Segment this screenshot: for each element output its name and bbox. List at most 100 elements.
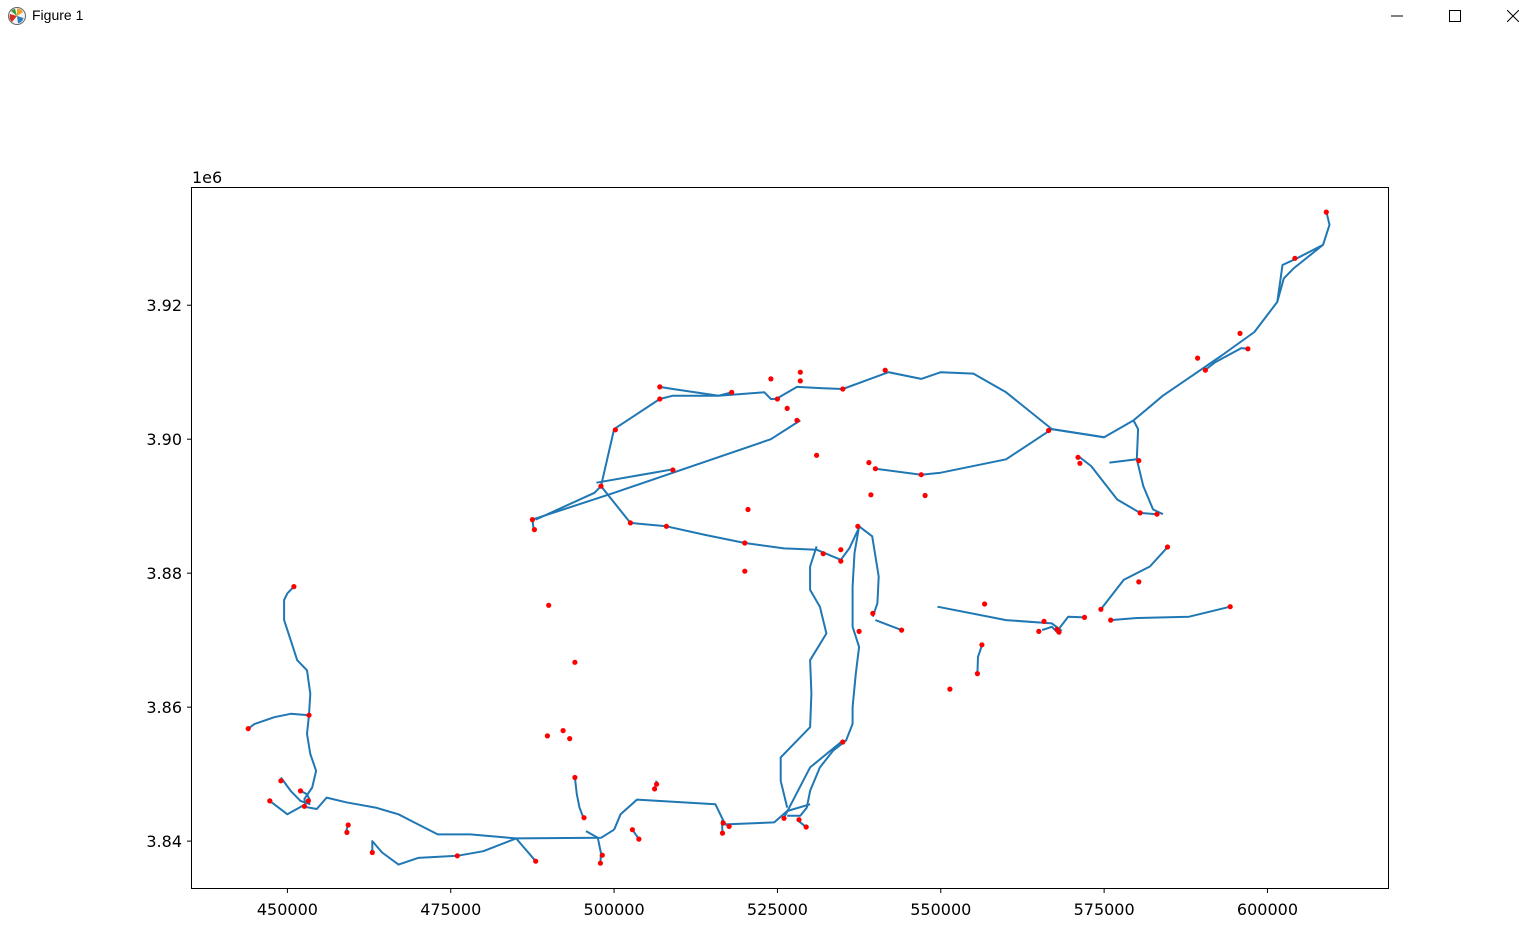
marker-group [245,209,1329,866]
endpoint-marker-80 [1046,427,1052,434]
endpoint-marker-90 [560,728,566,734]
matplotlib-icon [8,7,26,25]
x-tick-label: 575000 [1074,900,1135,919]
route-line-10 [585,830,602,863]
endpoint-marker-39 [774,396,781,402]
endpoint-marker-44 [814,452,820,458]
endpoint-marker-17 [629,827,636,833]
endpoint-marker-12 [533,858,539,864]
endpoint-marker-72 [1108,617,1114,623]
endpoint-marker-20 [654,781,660,787]
line-series-group [247,211,1331,866]
endpoint-marker-28 [529,517,536,523]
endpoint-marker-75 [1154,511,1160,517]
x-axis: 450000 475000 500000 525000 550000 575000 6000… [257,888,1298,919]
route-line-30 [1132,419,1140,460]
endpoint-marker-30 [598,483,604,489]
endpoint-marker-37 [729,389,735,395]
y-tick-label: 3.84 [146,832,182,851]
endpoint-marker-32 [627,520,634,526]
close-button[interactable] [1490,0,1536,32]
route-line-19 [531,419,801,530]
endpoint-marker-5 [297,788,304,794]
endpoint-marker-22 [720,820,726,826]
endpoint-marker-67 [1041,618,1047,625]
endpoint-marker-29 [531,527,538,533]
endpoint-marker-46 [882,367,888,373]
maximize-icon [1449,10,1461,22]
endpoint-marker-10 [369,849,375,856]
endpoint-marker-59 [899,627,905,633]
endpoint-marker-87 [1323,209,1329,215]
endpoint-marker-9 [345,822,351,828]
endpoint-marker-62 [947,686,953,692]
route-line-33 [1100,545,1169,610]
route-line-14 [779,546,828,808]
endpoint-marker-77 [1136,579,1142,585]
endpoint-marker-57 [870,610,876,617]
endpoint-marker-49 [868,492,874,498]
route-line-15 [783,739,844,819]
axes-frame [191,187,1389,889]
x-tick-label: 550000 [910,900,971,919]
endpoint-marker-4 [267,798,273,804]
y-axis: 3.84 3.86 3.88 3.90 3.92 [146,296,192,851]
endpoint-marker-3 [278,778,284,784]
route-line-16 [787,525,880,817]
endpoint-marker-19 [652,786,658,792]
endpoint-marker-83 [1202,367,1208,373]
window-title: Figure 1 [32,7,84,23]
endpoint-marker-65 [982,601,988,607]
endpoint-marker-8 [344,829,350,836]
close-icon [1507,10,1519,22]
x-tick-label: 525000 [747,900,808,919]
endpoint-marker-24 [781,815,787,821]
endpoint-marker-47 [866,460,872,466]
endpoint-marker-91 [567,736,573,742]
endpoint-marker-23 [726,823,732,830]
y-offset-text: 1e6 [192,168,222,187]
endpoint-marker-70 [1081,614,1088,621]
endpoint-marker-48 [872,466,879,472]
endpoint-marker-53 [838,558,844,564]
endpoint-marker-55 [742,568,748,574]
endpoint-marker-41 [797,369,803,375]
y-tick-label: 3.90 [146,430,182,449]
route-line-34 [1110,605,1231,622]
endpoint-marker-36 [657,396,663,402]
route-line-3 [280,776,311,806]
route-line-26 [1132,211,1331,422]
endpoint-marker-0 [291,584,297,590]
minimize-button[interactable] [1374,0,1420,32]
endpoint-marker-27 [840,739,846,745]
endpoint-marker-34 [670,467,676,473]
endpoint-marker-63 [974,671,981,677]
route-line-25 [875,428,1105,476]
endpoint-marker-74 [1136,458,1142,464]
endpoint-marker-52 [838,547,844,553]
endpoint-marker-69 [1054,626,1060,633]
x-tick-label: 450000 [257,900,318,919]
endpoint-marker-66 [1036,628,1042,635]
route-line-9 [573,777,585,819]
endpoint-marker-31 [612,427,619,433]
endpoint-marker-40 [784,405,790,411]
endpoint-marker-82 [1195,355,1201,361]
endpoint-marker-15 [572,774,578,781]
endpoint-marker-2 [306,712,312,718]
maximize-button[interactable] [1432,0,1478,32]
endpoint-marker-11 [454,853,460,859]
route-line-31 [1109,458,1137,464]
route-line-37 [875,619,902,632]
endpoint-marker-73 [1137,510,1143,516]
endpoint-marker-58 [856,628,862,635]
route-line-1 [247,712,310,730]
endpoint-marker-88 [546,602,552,608]
endpoint-marker-50 [855,523,861,529]
endpoint-marker-92 [544,733,551,739]
endpoint-marker-84 [1245,346,1251,352]
route-line-18 [535,485,602,521]
endpoint-marker-13 [597,860,604,866]
route-line-2 [269,796,615,840]
